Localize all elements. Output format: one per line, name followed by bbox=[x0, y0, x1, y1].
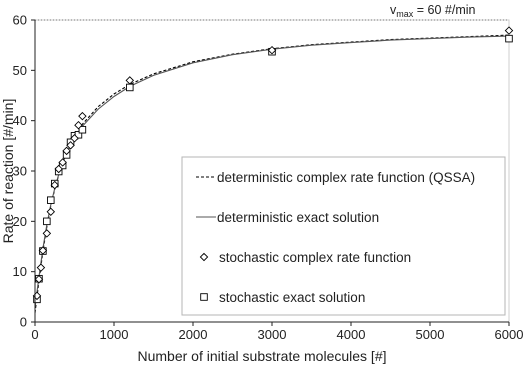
y-tick-label: 60 bbox=[13, 13, 27, 28]
data-point-stochastic-exact bbox=[505, 34, 513, 43]
vmax-annotation-subscript: max bbox=[396, 9, 414, 19]
x-tick-label: 5000 bbox=[416, 327, 445, 342]
data-point-stochastic-complex bbox=[267, 45, 277, 55]
data-point-stochastic-exact bbox=[78, 125, 87, 134]
x-tick-label: 2000 bbox=[179, 327, 208, 342]
y-tick-label: 40 bbox=[13, 113, 27, 128]
data-point-stochastic-complex bbox=[46, 207, 56, 217]
y-axis-title: Rate of reaction [#/min] bbox=[0, 99, 16, 244]
legend: deterministic complex rate function (QSS… bbox=[181, 156, 506, 316]
data-point-stochastic-complex bbox=[42, 229, 52, 238]
data-point-stochastic-complex bbox=[66, 141, 75, 150]
y-tick-label: 50 bbox=[13, 63, 27, 78]
legend-box bbox=[181, 156, 506, 316]
legend-marker-diamond bbox=[199, 252, 209, 262]
legend-label: stochastic complex rate function bbox=[219, 250, 411, 265]
data-point-stochastic-complex bbox=[36, 263, 46, 272]
data-point-stochastic-complex bbox=[50, 180, 59, 190]
data-point-stochastic-complex bbox=[58, 158, 67, 167]
x-tick-label: 6000 bbox=[495, 327, 524, 342]
vmax-annotation-suffix: = 60 #/min bbox=[413, 3, 475, 17]
legend-label: deterministic exact solution bbox=[217, 210, 379, 225]
y-tick-label: 30 bbox=[13, 164, 27, 179]
data-point-stochastic-complex bbox=[74, 120, 83, 130]
vmax-annotation: vmax = 60 #/min bbox=[390, 3, 476, 19]
data-point-stochastic-complex bbox=[70, 134, 79, 143]
data-point-stochastic-exact bbox=[43, 217, 51, 226]
data-point-stochastic-complex bbox=[504, 26, 514, 35]
data-point-stochastic-complex bbox=[34, 274, 44, 284]
markers-layer bbox=[32, 26, 514, 304]
x-tick-label: 3000 bbox=[258, 327, 287, 342]
data-point-stochastic-complex bbox=[38, 246, 48, 255]
y-tick-label: 20 bbox=[13, 214, 27, 229]
legend-label: stochastic exact solution bbox=[219, 290, 365, 305]
data-point-stochastic-complex bbox=[125, 76, 135, 85]
x-tick-label: 1000 bbox=[100, 327, 129, 342]
x-tick-label: 4000 bbox=[337, 327, 366, 342]
x-axis-ticks: 0 1000 2000 3000 4000 5000 6000 bbox=[31, 322, 523, 342]
x-axis-title: Number of initial substrate molecules [#… bbox=[138, 348, 387, 364]
y-tick-label: 0 bbox=[20, 315, 27, 330]
y-axis-ticks: 0 10 20 30 40 50 60 bbox=[13, 13, 35, 330]
data-point-stochastic-complex bbox=[78, 111, 87, 121]
data-point-stochastic-complex bbox=[54, 164, 63, 174]
vmax-annotation-prefix: v bbox=[390, 3, 397, 17]
x-tick-label: 0 bbox=[31, 327, 38, 342]
data-point-stochastic-exact bbox=[126, 83, 134, 92]
legend-label: deterministic complex rate function (QSS… bbox=[217, 170, 475, 185]
data-point-stochastic-complex bbox=[62, 146, 71, 156]
y-tick-label: 10 bbox=[13, 264, 27, 279]
data-point-stochastic-exact bbox=[47, 196, 55, 204]
legend-marker-square bbox=[200, 293, 208, 301]
